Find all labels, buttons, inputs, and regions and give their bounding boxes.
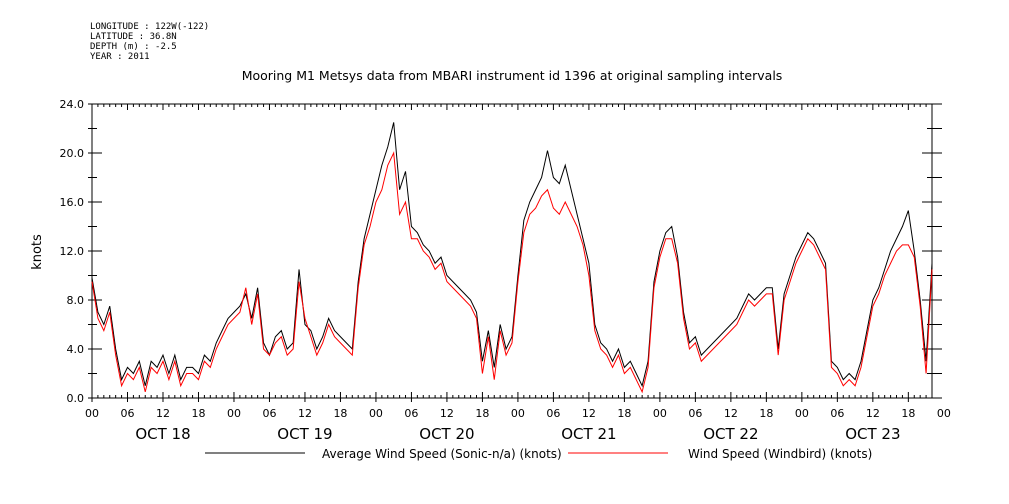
station-metadata: LONGITUDE : 122W(-122) LATITUDE : 36.8N … xyxy=(90,22,209,62)
y-tick-label: 24.0 xyxy=(60,98,85,111)
x-tick-label: 00 xyxy=(653,407,667,420)
day-label: OCT 22 xyxy=(703,425,758,443)
legend-label-sonic: Average Wind Speed (Sonic-n/a) (knots) xyxy=(322,447,562,461)
series-line-windbird xyxy=(91,151,933,394)
y-tick-label: 20.0 xyxy=(60,147,85,160)
axis-ticks xyxy=(88,103,942,402)
chart-title: Mooring M1 Metsys data from MBARI instru… xyxy=(242,68,783,83)
x-tick-label: 00 xyxy=(227,407,241,420)
x-tick-label: 12 xyxy=(298,407,312,420)
x-tick-label: 12 xyxy=(156,407,170,420)
x-tick-label: 00 xyxy=(85,407,99,420)
x-tick-label: 00 xyxy=(795,407,809,420)
x-tick-label: 12 xyxy=(724,407,738,420)
year-text: YEAR : 2011 xyxy=(90,52,150,62)
x-tick-label: 06 xyxy=(688,407,702,420)
x-tick-label: 18 xyxy=(475,407,489,420)
y-tick-label: 0.0 xyxy=(67,392,85,405)
x-tick-label: 18 xyxy=(901,407,915,420)
y-tick-label: 16.0 xyxy=(60,196,85,209)
x-tick-label: 12 xyxy=(582,407,596,420)
day-label: OCT 20 xyxy=(419,425,474,443)
x-tick-label: 00 xyxy=(511,407,525,420)
latitude-text: LATITUDE : 36.8N xyxy=(90,32,177,42)
x-tick-label: 18 xyxy=(191,407,205,420)
day-label: OCT 18 xyxy=(135,425,190,443)
x-tick-label: 06 xyxy=(546,407,560,420)
y-axis-label: knots xyxy=(30,234,45,270)
day-label: OCT 19 xyxy=(277,425,332,443)
x-tick-label: 06 xyxy=(120,407,134,420)
x-tick-label: 12 xyxy=(866,407,880,420)
series-lines xyxy=(91,122,933,394)
legend: Average Wind Speed (Sonic-n/a) (knots) W… xyxy=(205,447,872,461)
y-tick-label: 12.0 xyxy=(60,245,85,258)
legend-label-windbird: Wind Speed (Windbird) (knots) xyxy=(688,447,872,461)
day-label: OCT 21 xyxy=(561,425,616,443)
day-labels: OCT 18 OCT 19 OCT 20 OCT 21 OCT 22 OCT 23 xyxy=(135,425,900,443)
x-tick-label: 18 xyxy=(333,407,347,420)
series-line-sonic xyxy=(91,122,933,388)
plot-frame xyxy=(91,103,933,399)
x-tick-label: 00 xyxy=(369,407,383,420)
x-tick-label: 00 xyxy=(937,407,951,420)
y-tick-label: 8.0 xyxy=(67,294,85,307)
day-label: OCT 23 xyxy=(845,425,900,443)
x-tick-label: 12 xyxy=(440,407,454,420)
x-tick-labels: 00 06 12 18 00 06 12 18 00 06 12 18 00 06 12 18 00 06 12 18… xyxy=(85,407,951,420)
x-tick-label: 18 xyxy=(759,407,773,420)
depth-text: DEPTH (m) : -2.5 xyxy=(90,42,177,52)
x-tick-label: 18 xyxy=(617,407,631,420)
y-tick-labels: 0.0 4.0 8.0 12.0 16.0 20.0 24.0 xyxy=(60,98,85,405)
x-tick-label: 06 xyxy=(830,407,844,420)
y-tick-label: 4.0 xyxy=(67,343,85,356)
x-tick-label: 06 xyxy=(262,407,276,420)
x-tick-label: 06 xyxy=(404,407,418,420)
longitude-text: LONGITUDE : 122W(-122) xyxy=(90,22,210,32)
